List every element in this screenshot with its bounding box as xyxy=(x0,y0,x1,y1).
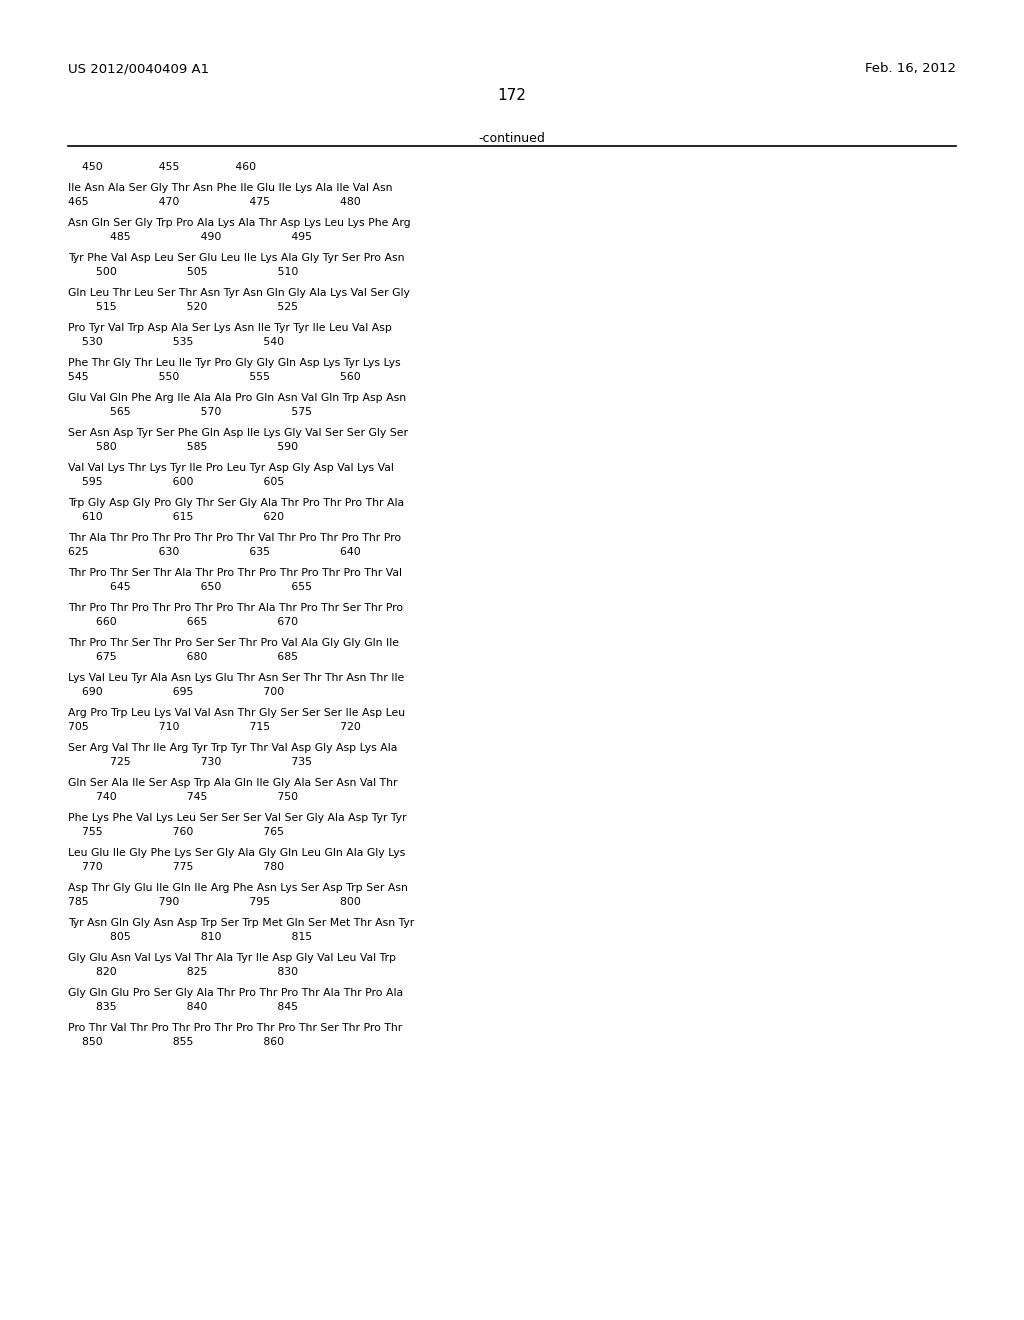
Text: Ile Asn Ala Ser Gly Thr Asn Phe Ile Glu Ile Lys Ala Ile Val Asn: Ile Asn Ala Ser Gly Thr Asn Phe Ile Glu … xyxy=(68,183,392,193)
Text: Lys Val Leu Tyr Ala Asn Lys Glu Thr Asn Ser Thr Thr Asn Thr Ile: Lys Val Leu Tyr Ala Asn Lys Glu Thr Asn … xyxy=(68,673,404,682)
Text: Gly Gln Glu Pro Ser Gly Ala Thr Pro Thr Pro Thr Ala Thr Pro Ala: Gly Gln Glu Pro Ser Gly Ala Thr Pro Thr … xyxy=(68,987,403,998)
Text: 530                    535                    540: 530 535 540 xyxy=(68,337,284,347)
Text: Feb. 16, 2012: Feb. 16, 2012 xyxy=(865,62,956,75)
Text: 705                    710                    715                    720: 705 710 715 720 xyxy=(68,722,360,733)
Text: Trp Gly Asp Gly Pro Gly Thr Ser Gly Ala Thr Pro Thr Pro Thr Ala: Trp Gly Asp Gly Pro Gly Thr Ser Gly Ala … xyxy=(68,498,404,508)
Text: 835                    840                    845: 835 840 845 xyxy=(68,1002,298,1012)
Text: Tyr Phe Val Asp Leu Ser Glu Leu Ile Lys Ala Gly Tyr Ser Pro Asn: Tyr Phe Val Asp Leu Ser Glu Leu Ile Lys … xyxy=(68,253,404,263)
Text: 545                    550                    555                    560: 545 550 555 560 xyxy=(68,372,360,381)
Text: 595                    600                    605: 595 600 605 xyxy=(68,477,285,487)
Text: Phe Lys Phe Val Lys Leu Ser Ser Ser Val Ser Gly Ala Asp Tyr Tyr: Phe Lys Phe Val Lys Leu Ser Ser Ser Val … xyxy=(68,813,407,822)
Text: Thr Pro Thr Ser Thr Pro Ser Ser Thr Pro Val Ala Gly Gly Gln Ile: Thr Pro Thr Ser Thr Pro Ser Ser Thr Pro … xyxy=(68,638,399,648)
Text: Ser Arg Val Thr Ile Arg Tyr Trp Tyr Thr Val Asp Gly Asp Lys Ala: Ser Arg Val Thr Ile Arg Tyr Trp Tyr Thr … xyxy=(68,743,397,752)
Text: US 2012/0040409 A1: US 2012/0040409 A1 xyxy=(68,62,209,75)
Text: 465                    470                    475                    480: 465 470 475 480 xyxy=(68,197,360,207)
Text: 645                    650                    655: 645 650 655 xyxy=(68,582,312,591)
Text: 725                    730                    735: 725 730 735 xyxy=(68,756,312,767)
Text: 565                    570                    575: 565 570 575 xyxy=(68,407,312,417)
Text: 500                    505                    510: 500 505 510 xyxy=(68,267,298,277)
Text: 610                    615                    620: 610 615 620 xyxy=(68,512,284,521)
Text: 515                    520                    525: 515 520 525 xyxy=(68,302,298,312)
Text: 740                    745                    750: 740 745 750 xyxy=(68,792,298,803)
Text: Glu Val Gln Phe Arg Ile Ala Ala Pro Gln Asn Val Gln Trp Asp Asn: Glu Val Gln Phe Arg Ile Ala Ala Pro Gln … xyxy=(68,393,407,403)
Text: 580                    585                    590: 580 585 590 xyxy=(68,442,298,451)
Text: 805                    810                    815: 805 810 815 xyxy=(68,932,312,942)
Text: 625                    630                    635                    640: 625 630 635 640 xyxy=(68,546,360,557)
Text: 820                    825                    830: 820 825 830 xyxy=(68,968,298,977)
Text: 770                    775                    780: 770 775 780 xyxy=(68,862,284,873)
Text: Asp Thr Gly Glu Ile Gln Ile Arg Phe Asn Lys Ser Asp Trp Ser Asn: Asp Thr Gly Glu Ile Gln Ile Arg Phe Asn … xyxy=(68,883,408,894)
Text: Asn Gln Ser Gly Trp Pro Ala Lys Ala Thr Asp Lys Leu Lys Phe Arg: Asn Gln Ser Gly Trp Pro Ala Lys Ala Thr … xyxy=(68,218,411,228)
Text: 850                    855                    860: 850 855 860 xyxy=(68,1038,284,1047)
Text: 755                    760                    765: 755 760 765 xyxy=(68,828,284,837)
Text: Arg Pro Trp Leu Lys Val Val Asn Thr Gly Ser Ser Ser Ile Asp Leu: Arg Pro Trp Leu Lys Val Val Asn Thr Gly … xyxy=(68,708,406,718)
Text: -continued: -continued xyxy=(478,132,546,145)
Text: Thr Pro Thr Pro Thr Pro Thr Pro Thr Ala Thr Pro Thr Ser Thr Pro: Thr Pro Thr Pro Thr Pro Thr Pro Thr Ala … xyxy=(68,603,403,612)
Text: Phe Thr Gly Thr Leu Ile Tyr Pro Gly Gly Gln Asp Lys Tyr Lys Lys: Phe Thr Gly Thr Leu Ile Tyr Pro Gly Gly … xyxy=(68,358,400,368)
Text: 675                    680                    685: 675 680 685 xyxy=(68,652,298,663)
Text: Tyr Asn Gln Gly Asn Asp Trp Ser Trp Met Gln Ser Met Thr Asn Tyr: Tyr Asn Gln Gly Asn Asp Trp Ser Trp Met … xyxy=(68,917,415,928)
Text: 450                455                460: 450 455 460 xyxy=(68,162,256,172)
Text: 660                    665                    670: 660 665 670 xyxy=(68,616,298,627)
Text: Gly Glu Asn Val Lys Val Thr Ala Tyr Ile Asp Gly Val Leu Val Trp: Gly Glu Asn Val Lys Val Thr Ala Tyr Ile … xyxy=(68,953,396,964)
Text: 690                    695                    700: 690 695 700 xyxy=(68,686,285,697)
Text: Thr Ala Thr Pro Thr Pro Thr Pro Thr Val Thr Pro Thr Pro Thr Pro: Thr Ala Thr Pro Thr Pro Thr Pro Thr Val … xyxy=(68,533,401,543)
Text: Thr Pro Thr Ser Thr Ala Thr Pro Thr Pro Thr Pro Thr Pro Thr Val: Thr Pro Thr Ser Thr Ala Thr Pro Thr Pro … xyxy=(68,568,402,578)
Text: Leu Glu Ile Gly Phe Lys Ser Gly Ala Gly Gln Leu Gln Ala Gly Lys: Leu Glu Ile Gly Phe Lys Ser Gly Ala Gly … xyxy=(68,847,406,858)
Text: Val Val Lys Thr Lys Tyr Ile Pro Leu Tyr Asp Gly Asp Val Lys Val: Val Val Lys Thr Lys Tyr Ile Pro Leu Tyr … xyxy=(68,463,394,473)
Text: Pro Thr Val Thr Pro Thr Pro Thr Pro Thr Pro Thr Ser Thr Pro Thr: Pro Thr Val Thr Pro Thr Pro Thr Pro Thr … xyxy=(68,1023,402,1034)
Text: Gln Leu Thr Leu Ser Thr Asn Tyr Asn Gln Gly Ala Lys Val Ser Gly: Gln Leu Thr Leu Ser Thr Asn Tyr Asn Gln … xyxy=(68,288,410,298)
Text: Gln Ser Ala Ile Ser Asp Trp Ala Gln Ile Gly Ala Ser Asn Val Thr: Gln Ser Ala Ile Ser Asp Trp Ala Gln Ile … xyxy=(68,777,397,788)
Text: 172: 172 xyxy=(498,88,526,103)
Text: 485                    490                    495: 485 490 495 xyxy=(68,232,312,242)
Text: 785                    790                    795                    800: 785 790 795 800 xyxy=(68,898,360,907)
Text: Pro Tyr Val Trp Asp Ala Ser Lys Asn Ile Tyr Tyr Ile Leu Val Asp: Pro Tyr Val Trp Asp Ala Ser Lys Asn Ile … xyxy=(68,323,392,333)
Text: Ser Asn Asp Tyr Ser Phe Gln Asp Ile Lys Gly Val Ser Ser Gly Ser: Ser Asn Asp Tyr Ser Phe Gln Asp Ile Lys … xyxy=(68,428,408,438)
